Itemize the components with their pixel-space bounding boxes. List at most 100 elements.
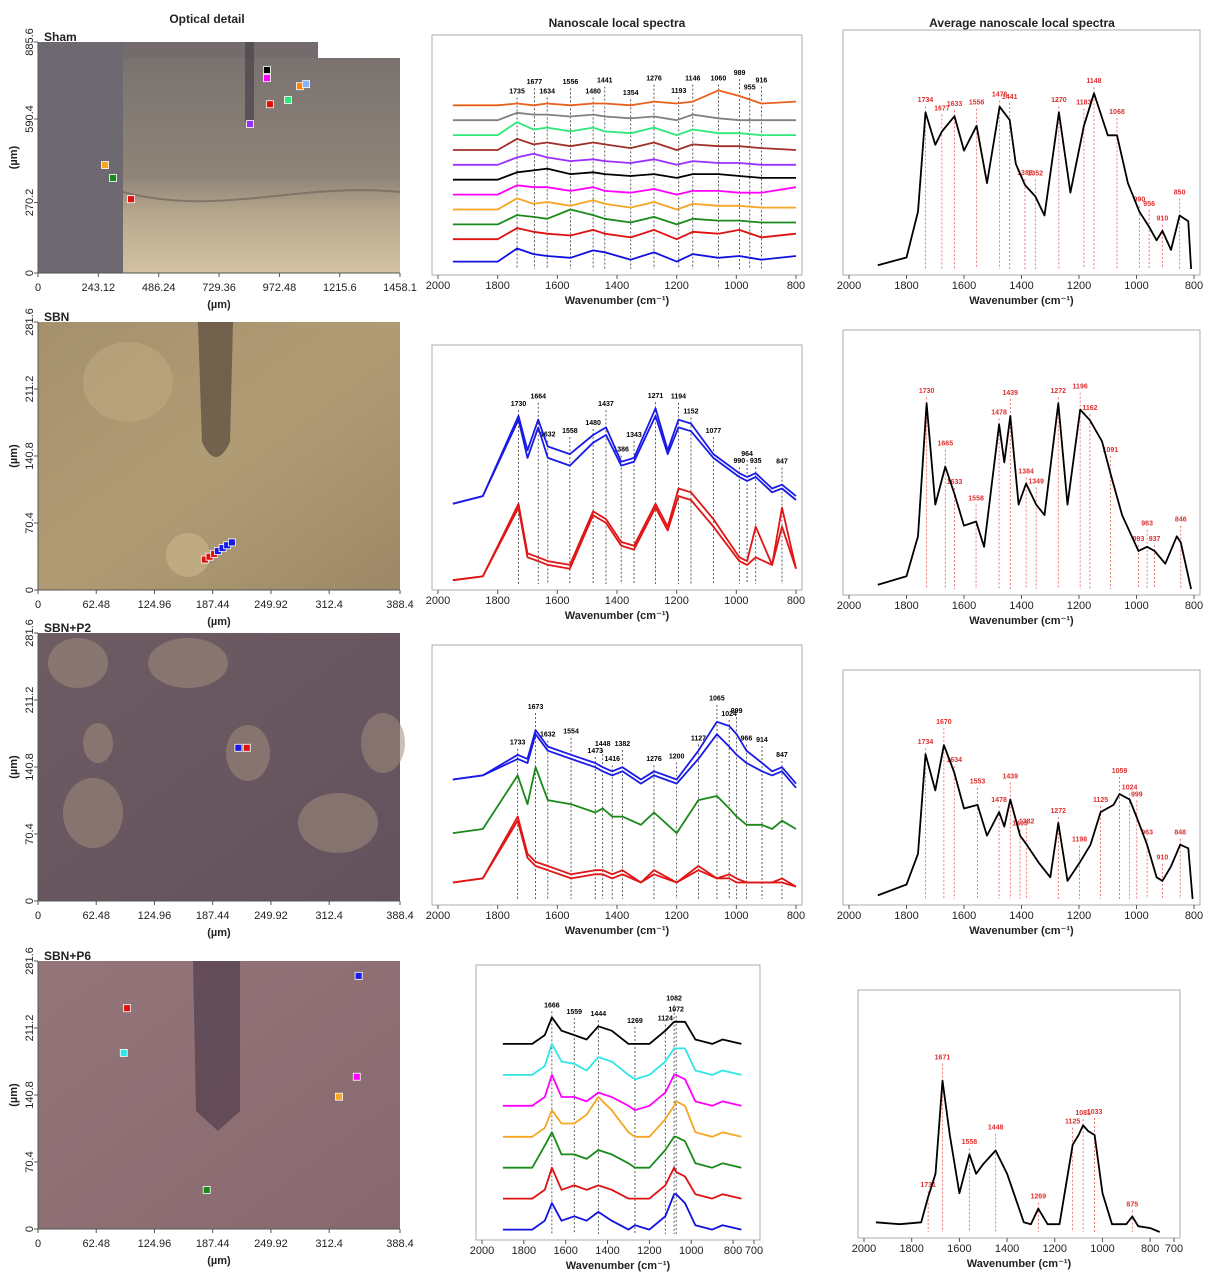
x-tick-label: 1400 [1009,910,1033,922]
panel-title: SBN [44,310,69,324]
plot-frame [842,29,1201,276]
x-tick-label: 700 [745,1245,763,1257]
peak-label: 910 [1157,216,1169,223]
peak-label: 1272 [1051,388,1067,395]
plot-frame [842,329,1201,596]
y-axis-label: (µm) [8,755,20,779]
x-tick-label: 62.48 [82,599,110,611]
spectrum-line [452,167,796,181]
x-tick-label: 1215.6 [323,282,357,294]
peak-label: 848 [1174,830,1186,837]
spectrum-line [502,1043,742,1081]
peak-label: 1730 [919,388,935,395]
spectrum-line [452,495,797,582]
x-tick-label: 1200 [664,910,688,922]
x-tick-label: 1000 [724,595,748,607]
spectrum-line [877,92,1192,270]
peak-label: 999 [1131,791,1143,798]
spectrum-line [877,744,1194,900]
x-tick-label: 800 [787,910,805,922]
plot-frame [842,669,1201,906]
x-tick-label: 1458.1 [383,282,417,294]
peak-label: 1183 [1076,100,1091,107]
x-tick-label: 1400 [605,910,629,922]
x-tick-label: 124.96 [138,910,172,922]
spectrum-line [502,1166,742,1200]
peak-label: 1735 [509,88,525,95]
x-tick-label: 1000 [1124,280,1148,292]
optical-image [123,58,400,273]
x-tick-label: 1600 [545,910,569,922]
peak-label: 1059 [1112,768,1128,775]
peak-label: 1162 [1082,405,1097,412]
peak-label: 1476 [992,91,1008,98]
spectrum-line [502,1074,742,1112]
marker [234,743,243,752]
peak-label: 1200 [669,753,685,760]
x-tick-label: 1200 [637,1245,661,1257]
y-tick-label: 140.8 [24,1081,36,1109]
peak-label: 1437 [598,401,614,408]
peak-label: 1343 [626,432,642,439]
x-tick-label: 1000 [1124,910,1148,922]
peak-label: 1558 [562,428,578,435]
peak-label: 1633 [947,101,963,108]
x-tick-label: 1800 [894,600,918,612]
peak-label: 1439 [1002,773,1018,780]
x-tick-label: 2000 [426,910,450,922]
x-tick-label: 62.48 [82,1238,110,1250]
x-tick-label: 1800 [485,910,509,922]
x-tick-label: 729.36 [202,282,236,294]
y-tick-label: 140.8 [24,753,36,781]
x-tick-label: 2000 [470,1245,494,1257]
peak-label: 1194 [671,394,686,401]
peak-label: 1670 [936,719,952,726]
x-axis-label: Wavenumber (cm⁻¹) [565,295,670,307]
column-title: Nanoscale local spectra [549,16,686,30]
x-axis-label: Wavenumber (cm⁻¹) [565,925,670,937]
peak-label: 1444 [591,1011,607,1018]
peak-label: 990 [733,458,745,465]
spectrum-line [452,121,796,136]
y-tick-label: 140.8 [24,442,36,470]
x-axis-label: Wavenumber (cm⁻¹) [565,610,670,622]
peak-label: 1731 [920,1182,936,1189]
x-tick-label: 2000 [837,600,861,612]
x-tick-label: 1600 [952,910,976,922]
y-tick-label: 0 [24,587,36,593]
marker [227,538,236,547]
spectrum-line [502,1193,742,1231]
peak-label: 1556 [563,79,579,86]
peak-label: 1634 [946,757,962,764]
peak-label: 1065 [709,696,725,703]
peak-label: 1480 [585,420,601,427]
x-tick-label: 2000 [426,595,450,607]
spectrum-line [452,197,796,211]
spectrum-line [452,766,797,834]
peak-label: 1556 [969,100,985,107]
peak-label: 963 [1141,521,1153,528]
spectrum-line [452,720,797,785]
peak-label: 1152 [683,408,698,415]
marker [302,80,311,89]
peak-label: 1734 [918,739,934,746]
peak-label: 964 [741,451,753,458]
optical-image [123,42,318,58]
y-tick-label: 885.6 [24,28,36,56]
x-tick-label: 1600 [553,1245,577,1257]
x-tick-label: 1600 [545,595,569,607]
x-tick-label: 388.4 [386,599,414,611]
peak-label: 1033 [1087,1109,1103,1116]
peak-label: 1276 [646,756,662,763]
marker [265,100,274,109]
peak-label: 1196 [1073,383,1088,390]
x-tick-label: 249.92 [254,599,288,611]
peak-label: 1269 [1031,1194,1047,1201]
marker [263,74,271,83]
optical-image [38,42,123,273]
x-tick-label: 1400 [595,1245,619,1257]
x-axis-label: Wavenumber (cm⁻¹) [967,1258,1072,1270]
peak-label: 1405 [1012,820,1028,827]
peak-label: 875 [1126,1201,1138,1208]
peak-label: 1125 [1065,1119,1080,1126]
